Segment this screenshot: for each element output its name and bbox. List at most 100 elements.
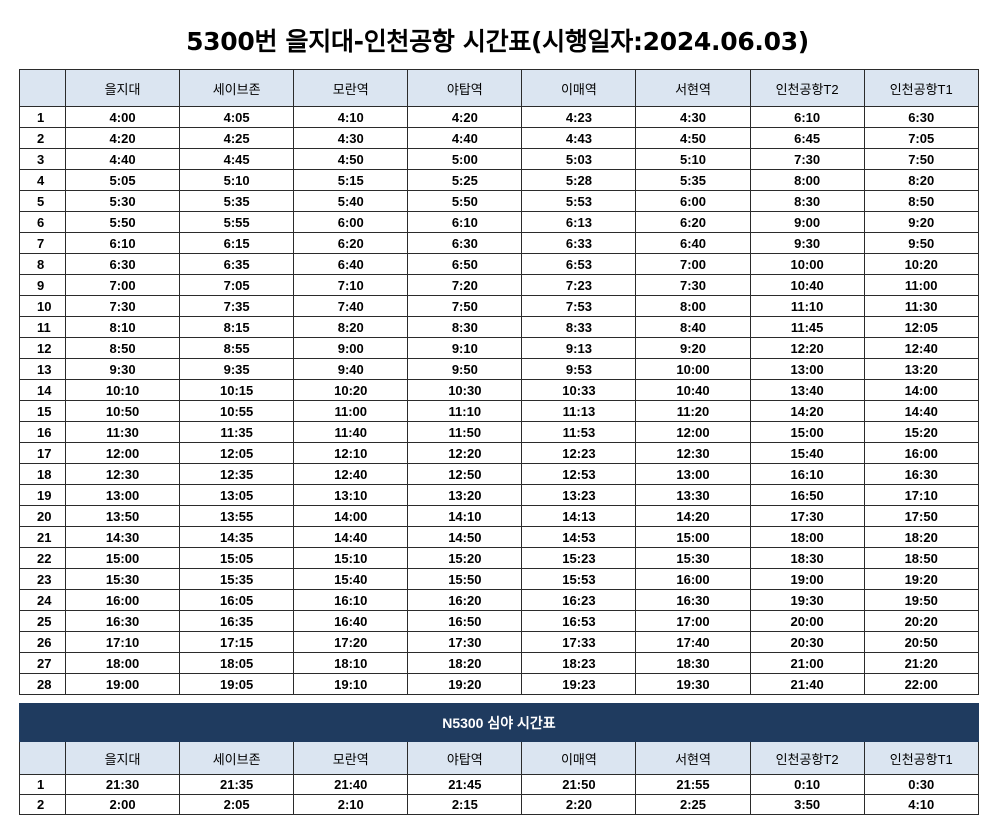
table-row: 7 6:10 6:15 6:20 6:30 6:33 6:40 9:30 9:50 bbox=[19, 232, 979, 254]
time-cell: 6:35 bbox=[179, 253, 295, 275]
time-cell: 0:30 bbox=[863, 774, 979, 795]
time-cell: 12:10 bbox=[293, 442, 409, 464]
time-cell: 10:15 bbox=[179, 379, 295, 401]
header-row: 을지대 세이브존 모란역 야탑역 이매역 서현역 인천공항T2 인천공항T1 bbox=[19, 69, 979, 107]
header-cell: 서현역 bbox=[635, 69, 751, 107]
row-index-cell: 24 bbox=[19, 589, 66, 611]
time-cell: 21:35 bbox=[179, 774, 295, 795]
time-cell: 12:00 bbox=[635, 421, 751, 443]
time-cell: 8:55 bbox=[179, 337, 295, 359]
time-cell: 16:20 bbox=[407, 589, 523, 611]
time-cell: 11:30 bbox=[64, 421, 181, 443]
time-cell: 9:30 bbox=[64, 358, 181, 380]
time-cell: 10:20 bbox=[293, 379, 409, 401]
time-cell: 12:30 bbox=[635, 442, 751, 464]
time-cell: 13:00 bbox=[749, 358, 865, 380]
time-cell: 12:20 bbox=[407, 442, 523, 464]
time-cell: 3:50 bbox=[749, 794, 865, 815]
table-row: 10 7:30 7:35 7:40 7:50 7:53 8:00 11:10 11:30 bbox=[19, 295, 979, 317]
time-cell: 17:20 bbox=[293, 631, 409, 653]
table-row: 1 4:00 4:05 4:10 4:20 4:23 4:30 6:10 6:30 bbox=[19, 106, 979, 128]
time-cell: 5:55 bbox=[179, 211, 295, 233]
row-index-cell: 1 bbox=[19, 106, 66, 128]
time-cell: 4:50 bbox=[635, 127, 751, 149]
time-cell: 17:40 bbox=[635, 631, 751, 653]
time-cell: 15:00 bbox=[635, 526, 751, 548]
time-cell: 19:30 bbox=[749, 589, 865, 611]
time-cell: 5:50 bbox=[407, 190, 523, 212]
time-cell: 11:13 bbox=[521, 400, 637, 422]
time-cell: 5:35 bbox=[179, 190, 295, 212]
time-cell: 15:40 bbox=[749, 442, 865, 464]
time-cell: 2:20 bbox=[521, 794, 637, 815]
time-cell: 7:05 bbox=[863, 127, 979, 149]
time-cell: 7:30 bbox=[749, 148, 865, 170]
time-cell: 6:40 bbox=[293, 253, 409, 275]
row-index-cell: 28 bbox=[19, 673, 66, 695]
time-cell: 9:53 bbox=[521, 358, 637, 380]
time-cell: 11:45 bbox=[749, 316, 865, 338]
time-cell: 18:20 bbox=[407, 652, 523, 674]
time-cell: 9:20 bbox=[863, 211, 979, 233]
time-cell: 11:53 bbox=[521, 421, 637, 443]
time-cell: 7:00 bbox=[635, 253, 751, 275]
time-cell: 6:30 bbox=[64, 253, 181, 275]
time-cell: 5:03 bbox=[521, 148, 637, 170]
row-index-cell: 5 bbox=[19, 190, 66, 212]
row-index-cell: 23 bbox=[19, 568, 66, 590]
time-cell: 8:20 bbox=[863, 169, 979, 191]
time-cell: 10:20 bbox=[863, 253, 979, 275]
row-index-cell: 7 bbox=[19, 232, 66, 254]
time-cell: 16:35 bbox=[179, 610, 295, 632]
time-cell: 17:15 bbox=[179, 631, 295, 653]
row-index-cell: 18 bbox=[19, 463, 66, 485]
table-row: 18 12:30 12:35 12:40 12:50 12:53 13:00 16:10 16:… bbox=[19, 463, 979, 485]
time-cell: 16:50 bbox=[407, 610, 523, 632]
time-cell: 12:23 bbox=[521, 442, 637, 464]
time-cell: 13:00 bbox=[64, 484, 181, 506]
time-cell: 2:05 bbox=[179, 794, 295, 815]
time-cell: 17:10 bbox=[64, 631, 181, 653]
time-cell: 8:50 bbox=[863, 190, 979, 212]
table-row: 14 10:10 10:15 10:20 10:30 10:33 10:40 13:40 14:… bbox=[19, 379, 979, 401]
time-cell: 2:10 bbox=[293, 794, 409, 815]
table-row: 8 6:30 6:35 6:40 6:50 6:53 7:00 10:00 10:20 bbox=[19, 253, 979, 275]
page-title: 5300번 을지대-인천공항 시간표(시행일자:2024.06.03) bbox=[186, 27, 809, 56]
time-cell: 20:50 bbox=[863, 631, 979, 653]
time-cell: 19:05 bbox=[179, 673, 295, 695]
time-cell: 7:50 bbox=[407, 295, 523, 317]
time-cell: 10:33 bbox=[521, 379, 637, 401]
time-cell: 15:00 bbox=[749, 421, 865, 443]
time-cell: 4:25 bbox=[179, 127, 295, 149]
time-cell: 21:20 bbox=[863, 652, 979, 674]
header-index-cell bbox=[19, 69, 66, 107]
time-cell: 21:50 bbox=[521, 774, 637, 795]
time-cell: 4:30 bbox=[293, 127, 409, 149]
time-cell: 17:00 bbox=[635, 610, 751, 632]
time-cell: 5:10 bbox=[635, 148, 751, 170]
time-cell: 17:33 bbox=[521, 631, 637, 653]
table-row: 11 8:10 8:15 8:20 8:30 8:33 8:40 11:45 12:05 bbox=[19, 316, 979, 338]
time-cell: 15:35 bbox=[179, 568, 295, 590]
time-cell: 15:50 bbox=[407, 568, 523, 590]
time-cell: 9:50 bbox=[407, 358, 523, 380]
time-cell: 18:30 bbox=[749, 547, 865, 569]
time-cell: 0:10 bbox=[749, 774, 865, 795]
row-index-cell: 12 bbox=[19, 337, 66, 359]
row-index-cell: 8 bbox=[19, 253, 66, 275]
time-cell: 8:30 bbox=[407, 316, 523, 338]
time-cell: 9:00 bbox=[749, 211, 865, 233]
table-row: 28 19:00 19:05 19:10 19:20 19:23 19:30 21:40 22:… bbox=[19, 673, 979, 695]
time-cell: 15:05 bbox=[179, 547, 295, 569]
row-index-cell: 15 bbox=[19, 400, 66, 422]
time-cell: 19:30 bbox=[635, 673, 751, 695]
time-cell: 19:20 bbox=[407, 673, 523, 695]
time-cell: 5:50 bbox=[64, 211, 181, 233]
header-cell: 세이브존 bbox=[179, 741, 295, 775]
time-cell: 12:50 bbox=[407, 463, 523, 485]
time-cell: 7:35 bbox=[179, 295, 295, 317]
row-index-cell: 4 bbox=[19, 169, 66, 191]
time-cell: 13:20 bbox=[863, 358, 979, 380]
time-cell: 8:30 bbox=[749, 190, 865, 212]
table-row: 9 7:00 7:05 7:10 7:20 7:23 7:30 10:40 11:00 bbox=[19, 274, 979, 296]
